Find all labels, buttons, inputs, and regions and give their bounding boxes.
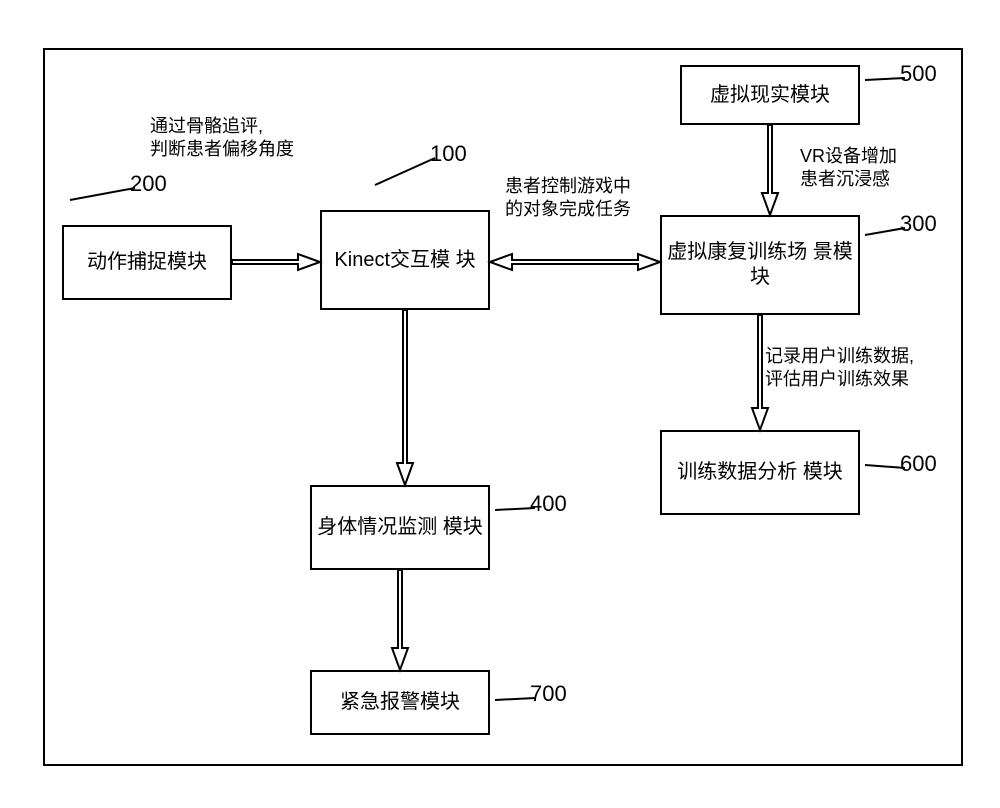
- node-label: 动作捕捉模块: [87, 250, 207, 275]
- node-body-monitor: 身体情况监测 模块: [310, 485, 490, 570]
- ref-400: 400: [530, 490, 567, 518]
- ref-100: 100: [430, 140, 467, 168]
- node-data-analysis: 训练数据分析 模块: [660, 430, 860, 515]
- node-label: 训练数据分析 模块: [677, 460, 843, 485]
- edge-label-100-300: 患者控制游戏中 的对象完成任务: [505, 175, 631, 220]
- node-label: Kinect交互模 块: [334, 248, 475, 273]
- node-label: 虚拟康复训练场 景模块: [666, 240, 854, 290]
- ref-600: 600: [900, 450, 937, 478]
- edge-label-200-100: 通过骨骼追评, 判断患者偏移角度: [150, 115, 294, 160]
- node-label: 虚拟现实模块: [710, 83, 830, 108]
- node-rehab-scene: 虚拟康复训练场 景模块: [660, 215, 860, 315]
- ref-700: 700: [530, 680, 567, 708]
- node-vr: 虚拟现实模块: [680, 65, 860, 125]
- edge-label-500-300: VR设备增加 患者沉浸感: [800, 145, 897, 190]
- node-label: 身体情况监测 模块: [317, 515, 483, 540]
- node-alarm: 紧急报警模块: [310, 670, 490, 735]
- ref-500: 500: [900, 60, 937, 88]
- ref-200: 200: [130, 170, 167, 198]
- edge-label-300-600: 记录用户训练数据, 评估用户训练效果: [765, 345, 914, 390]
- node-kinect: Kinect交互模 块: [320, 210, 490, 310]
- ref-300: 300: [900, 210, 937, 238]
- node-motion-capture: 动作捕捉模块: [62, 225, 232, 300]
- node-label: 紧急报警模块: [340, 690, 460, 715]
